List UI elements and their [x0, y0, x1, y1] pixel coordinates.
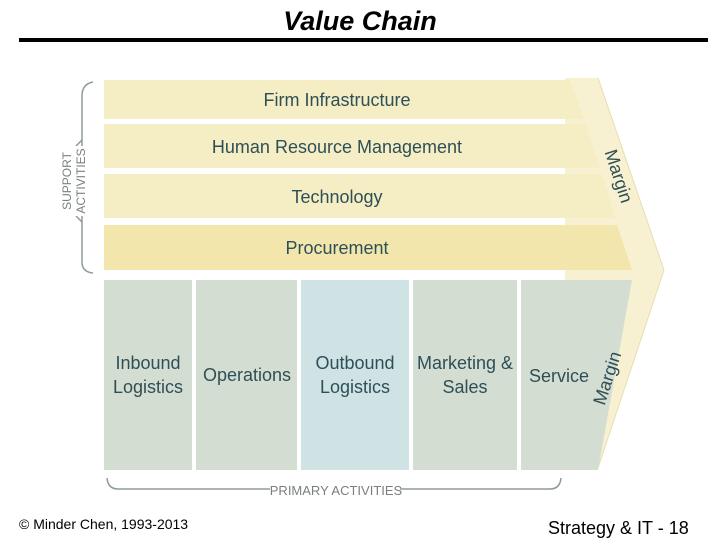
primary-label-inbound-line2: Logistics [113, 377, 183, 397]
primary-label-outbound-line1: Outbound [315, 353, 394, 373]
primary-label-service: Service [529, 366, 589, 386]
support-label-procurement: Procurement [285, 238, 388, 258]
margin-wedge-edge-bottom [597, 269, 665, 469]
support-label-technology: Technology [291, 187, 382, 207]
primary-activities-label: PRIMARY ACTIVITIES [270, 483, 403, 498]
primary-column-operations [196, 280, 297, 470]
footer-slide-number: Strategy & IT - 18 [548, 518, 689, 538]
value-chain-diagram: Firm Infrastructure Human Resource Manag… [60, 77, 665, 498]
support-label-firm-infrastructure: Firm Infrastructure [263, 90, 410, 110]
primary-column-inbound-logistics [104, 280, 192, 470]
primary-label-marketing-line2: Sales [442, 377, 487, 397]
support-band-firm-infrastructure [104, 80, 584, 119]
support-band-technology [104, 174, 616, 218]
footer-copyright: © Minder Chen, 1993-2013 [19, 516, 189, 532]
primary-column-service [521, 280, 632, 470]
primary-label-operations: Operations [203, 365, 291, 385]
primary-label-outbound-line2: Logistics [320, 377, 390, 397]
support-activities-label-line1: SUPPORT [60, 151, 74, 209]
support-label-hr-management: Human Resource Management [212, 137, 462, 157]
title-underline [19, 38, 708, 42]
primary-label-marketing-line1: Marketing & [417, 353, 513, 373]
slide-title: Value Chain [283, 6, 437, 36]
primary-column-outbound-logistics [301, 280, 409, 470]
support-band-procurement [104, 225, 632, 270]
support-activities-label-line2: ACTIVITIES [74, 148, 88, 213]
primary-label-inbound-line1: Inbound [115, 353, 180, 373]
support-band-hr-management [104, 124, 600, 168]
support-bracket-notch [75, 139, 83, 223]
primary-column-marketing-sales [413, 280, 517, 470]
primary-label-mask [270, 481, 400, 497]
margin-wedge-edge-top [597, 77, 665, 271]
support-label-mask [70, 146, 88, 216]
